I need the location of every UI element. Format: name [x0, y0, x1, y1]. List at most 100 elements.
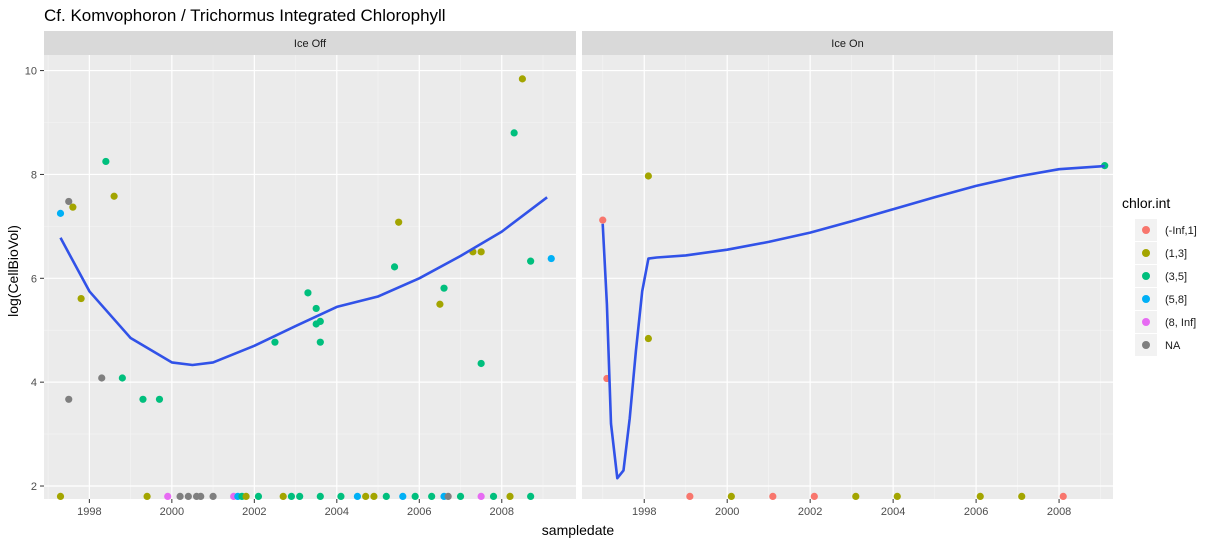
data-point: [599, 216, 607, 224]
legend-label: (1,3]: [1165, 248, 1187, 260]
data-point: [304, 289, 312, 297]
data-point: [102, 157, 110, 166]
data-point: [197, 492, 205, 501]
legend-item: (3,5]: [1135, 265, 1187, 287]
plot-background: [582, 55, 1113, 499]
legend-marker: [1142, 272, 1150, 280]
chart-title: Cf. Komvophoron / Trichormus Integrated …: [44, 6, 446, 25]
data-point: [477, 248, 485, 256]
data-point: [65, 395, 73, 403]
data-point: [271, 338, 279, 346]
data-point: [370, 492, 378, 501]
data-point: [296, 492, 304, 501]
data-point: [77, 294, 85, 303]
data-point: [209, 492, 217, 501]
x-tick-label: 2006: [407, 506, 431, 518]
data-point: [184, 492, 192, 501]
x-tick-label: 2002: [242, 506, 266, 518]
data-point: [644, 172, 652, 180]
x-tick-label: 1998: [632, 506, 656, 518]
y-tick-label: 6: [31, 273, 37, 285]
data-point: [316, 492, 324, 501]
x-tick-label: 2004: [325, 506, 349, 518]
panel-ice-on: Ice On 1998 2000 2002 2004 2006 2008: [582, 31, 1113, 518]
legend-item: (8, Inf]: [1135, 311, 1196, 333]
data-point: [644, 334, 652, 343]
facet-strip-label: Ice On: [831, 38, 863, 50]
data-point: [852, 492, 860, 501]
data-point: [428, 492, 436, 501]
legend-marker: [1142, 226, 1150, 234]
data-point: [337, 492, 345, 501]
legend-label: (-Inf,1]: [1165, 225, 1197, 237]
y-axis-label: log(CellBioVol): [5, 225, 21, 317]
data-point: [527, 492, 535, 501]
data-point: [489, 492, 498, 501]
data-point: [312, 304, 320, 313]
legend-label: (5,8]: [1165, 294, 1187, 306]
data-point: [527, 257, 535, 265]
facet-strip: [44, 31, 576, 55]
data-point: [98, 374, 106, 382]
data-point: [69, 203, 77, 211]
data-point: [686, 492, 694, 501]
data-point: [1018, 492, 1026, 501]
data-point: [440, 284, 448, 292]
data-point: [1059, 492, 1067, 501]
data-point: [547, 254, 555, 263]
data-point: [353, 492, 362, 501]
x-tick-label: 1998: [77, 506, 101, 518]
x-tick-label: 2004: [881, 506, 905, 518]
data-point: [65, 197, 73, 206]
data-point: [110, 192, 118, 200]
data-point: [893, 492, 901, 501]
legend-label: (8, Inf]: [1165, 317, 1196, 329]
legend-marker: [1142, 318, 1150, 326]
data-point: [242, 492, 250, 501]
x-tick-label: 2002: [798, 506, 822, 518]
x-tick-label: 2008: [490, 506, 514, 518]
legend-label: (3,5]: [1165, 271, 1187, 283]
data-point: [176, 492, 184, 501]
smooth-line: [601, 164, 1105, 480]
y-tick-label: 4: [31, 377, 37, 389]
legend-marker: [1142, 341, 1150, 349]
data-point: [510, 129, 518, 137]
x-tick-label: 2000: [160, 506, 184, 518]
legend-item: (1,3]: [1135, 242, 1187, 264]
legend-item: (-Inf,1]: [1135, 219, 1197, 241]
data-point: [411, 492, 419, 501]
x-axis-label: sampledate: [542, 522, 615, 538]
data-point: [118, 374, 126, 382]
y-tick-label: 2: [31, 481, 37, 493]
data-point: [254, 492, 263, 501]
data-point: [436, 300, 444, 308]
y-tick-label: 10: [25, 66, 37, 78]
legend-marker: [1142, 295, 1150, 303]
data-point: [976, 492, 984, 501]
data-point: [139, 395, 147, 403]
legend: chlor.int (-Inf,1] (1,3] (3,5] (5,8] (8, Inf…: [1122, 195, 1197, 356]
data-point: [279, 492, 287, 501]
legend-item: NA: [1135, 334, 1181, 356]
data-point: [143, 492, 151, 501]
panel-ice-off: Ice Off 1998 2000 2002 2004 2006 2008 2 4 6 8 10: [25, 31, 576, 518]
x-tick-label: 2008: [1047, 506, 1071, 518]
facet-strip-label: Ice Off: [294, 38, 327, 50]
x-tick-label: 2000: [715, 506, 739, 518]
facet-strip: [582, 31, 1113, 55]
data-point: [456, 492, 465, 501]
legend-title: chlor.int: [1122, 195, 1170, 211]
data-point: [382, 492, 390, 501]
data-point: [810, 492, 818, 501]
data-point: [56, 492, 65, 501]
data-point: [444, 492, 452, 501]
data-point: [316, 317, 324, 325]
plot-background: [44, 55, 576, 499]
data-point: [395, 218, 403, 226]
data-point: [316, 338, 324, 346]
legend-item: (5,8]: [1135, 288, 1187, 310]
